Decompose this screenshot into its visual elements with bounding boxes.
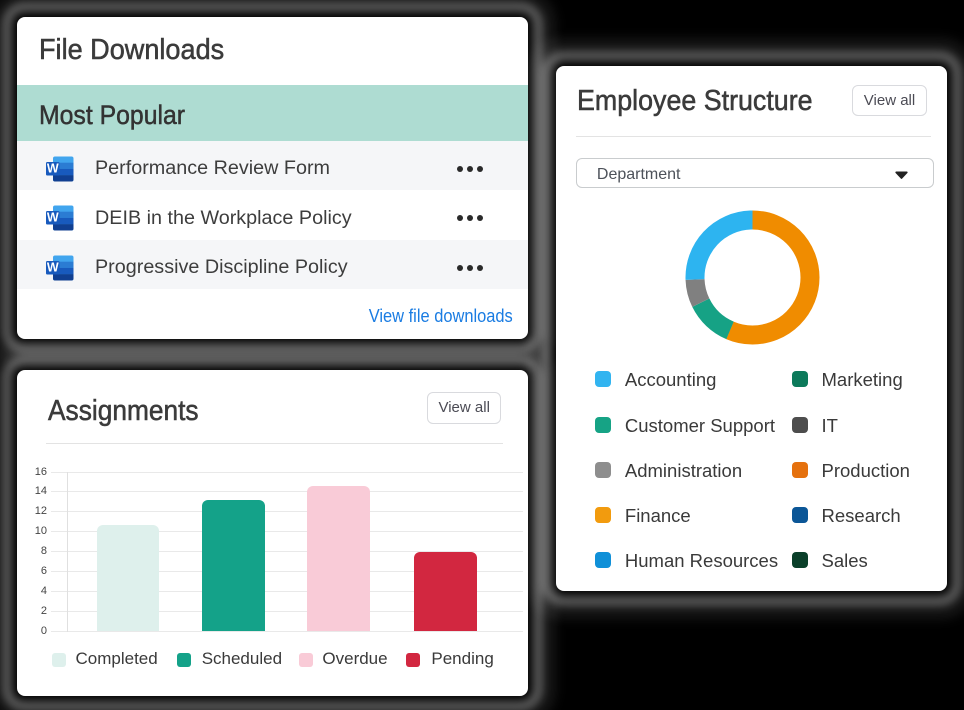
svg-text:W: W [47, 211, 59, 225]
svg-text:W: W [47, 162, 59, 176]
svg-text:W: W [47, 260, 59, 274]
